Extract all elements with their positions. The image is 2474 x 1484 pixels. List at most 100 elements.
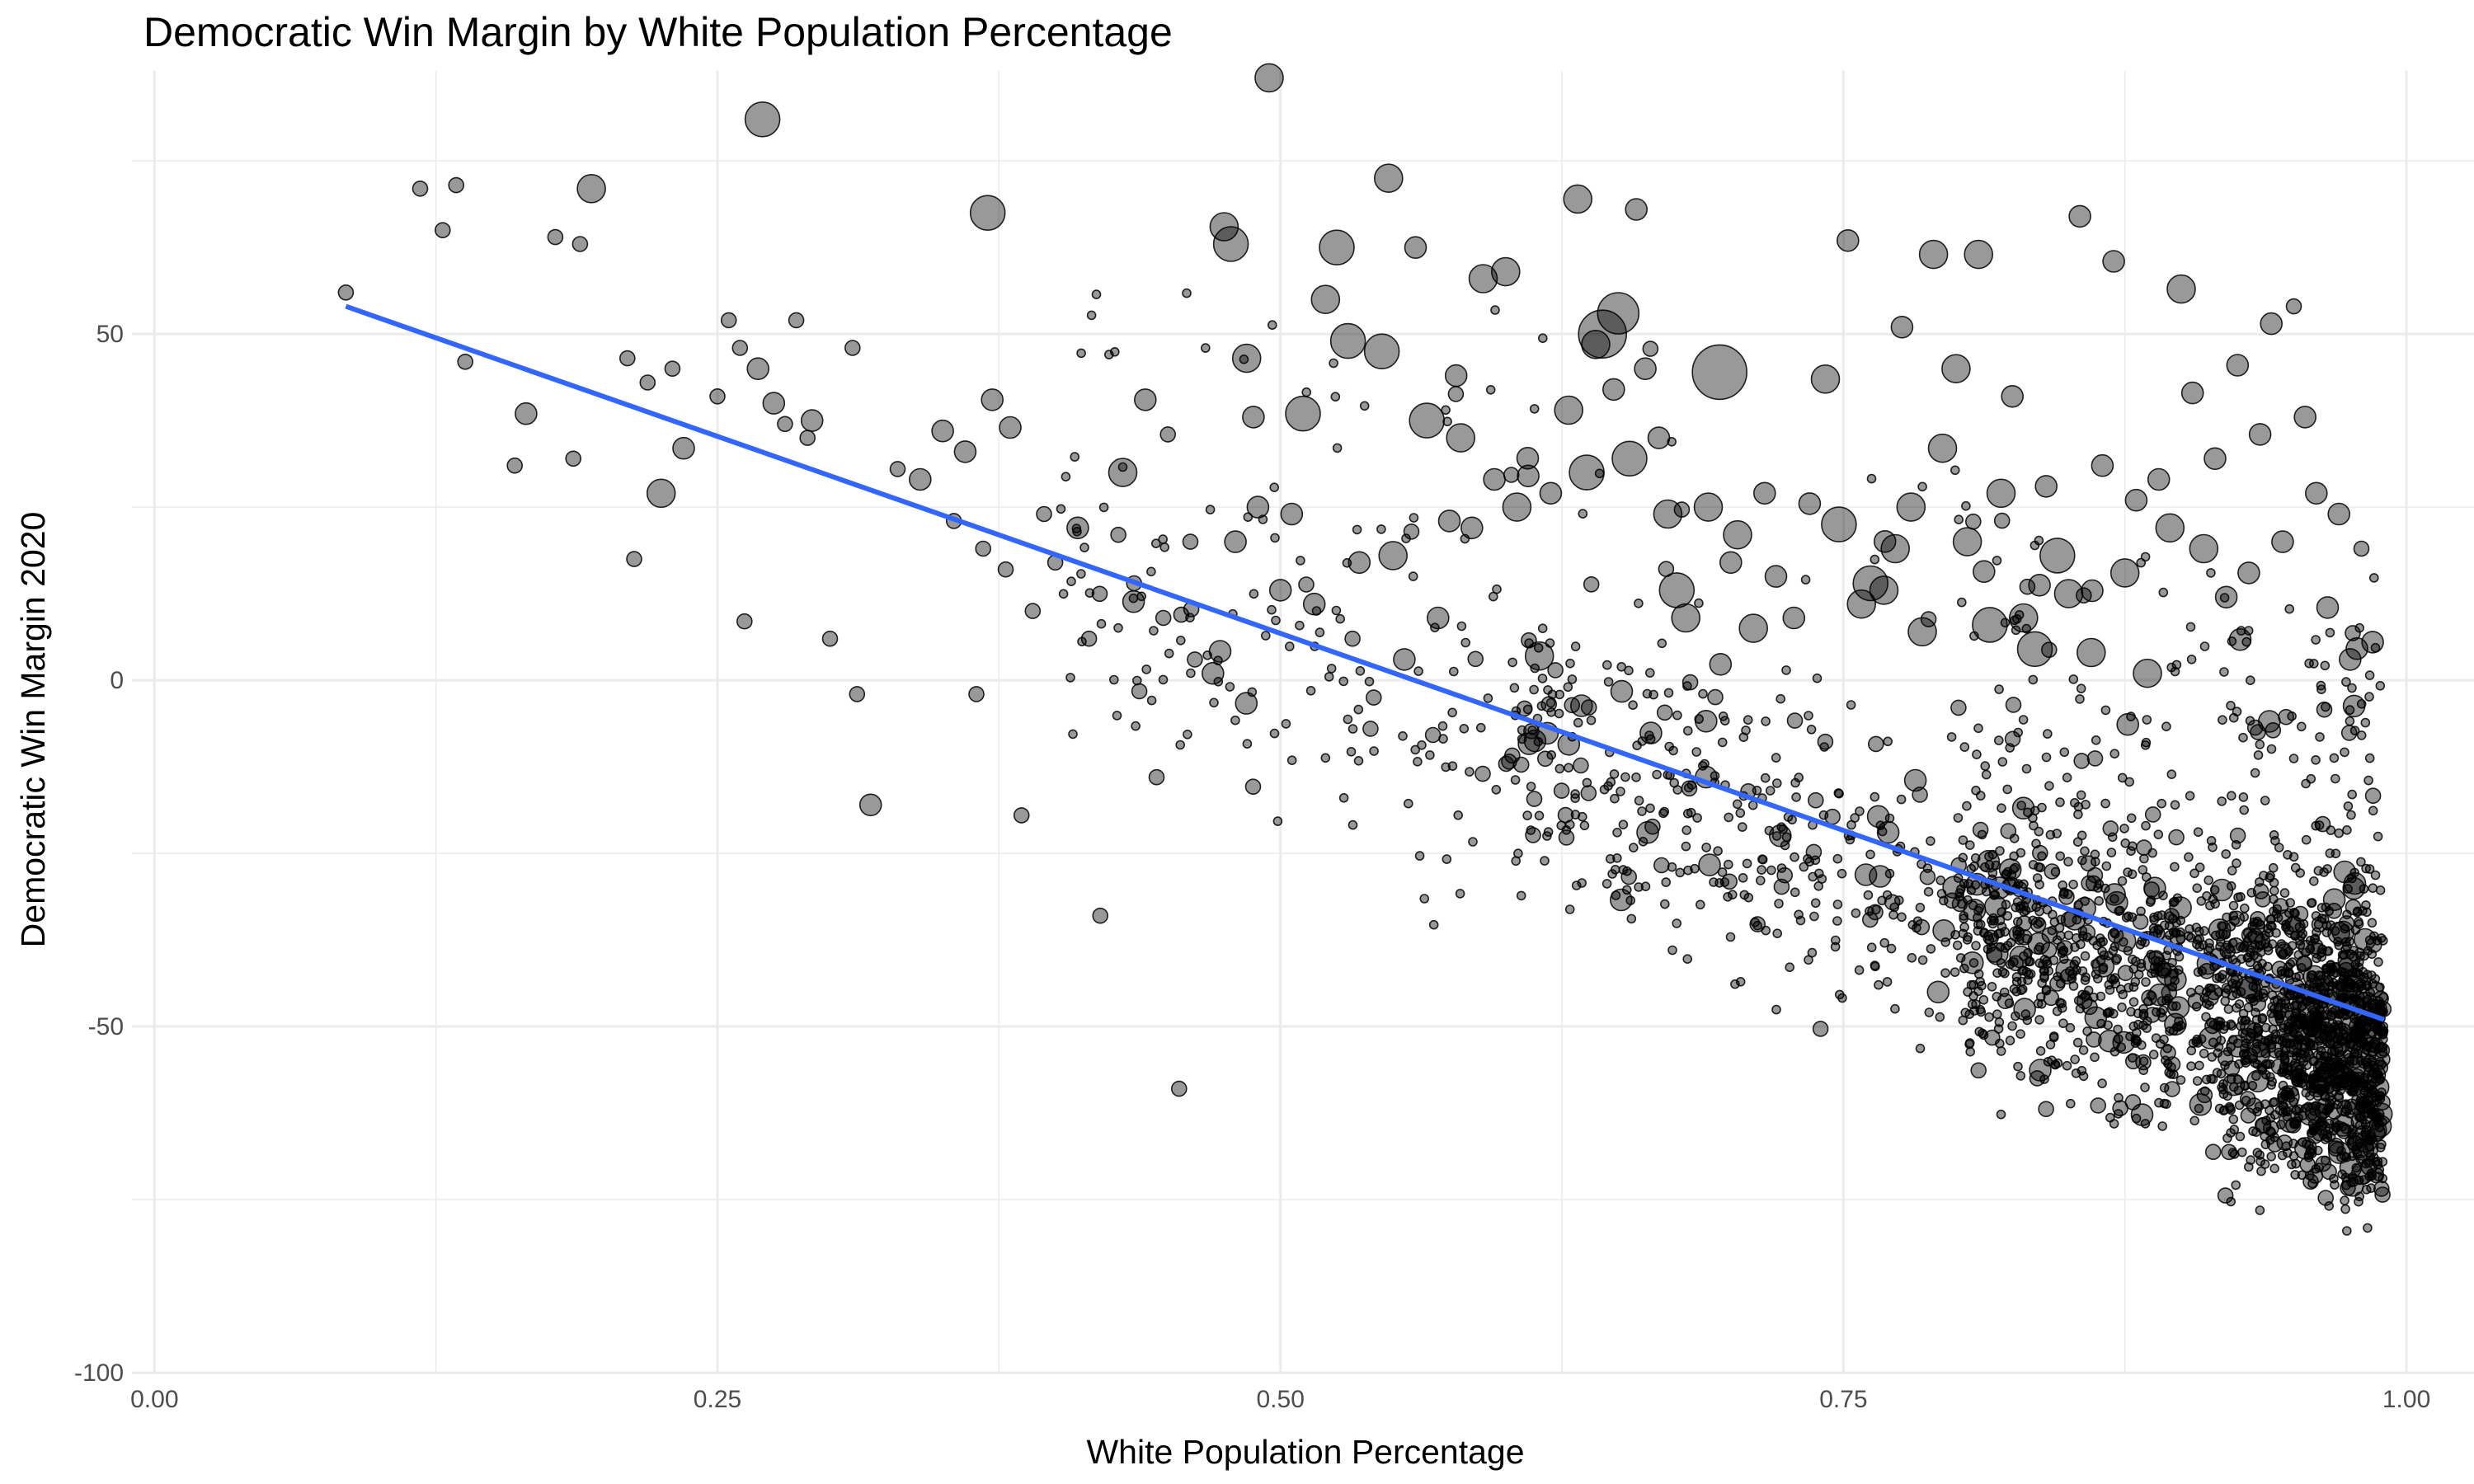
data-point [2373,831,2383,842]
data-point [1644,818,1661,835]
data-point [2375,982,2385,993]
data-point [2214,585,2238,609]
data-point [1524,641,1554,671]
data-point [1079,542,1089,552]
data-point [1683,782,1694,793]
data-point [2344,1098,2360,1115]
trend-line [345,303,2385,1022]
data-point [2254,941,2265,951]
data-point [2322,1010,2332,1020]
data-point [1058,589,1069,599]
data-point [2138,1020,2148,1031]
data-point [2057,1003,2067,1013]
data-point [2346,1101,2356,1111]
data-point [2290,862,2301,873]
data-point [2062,773,2072,783]
data-point [800,409,824,432]
data-point [2227,979,2237,989]
data-point [1634,882,1644,892]
data-point [1540,856,1550,866]
data-point [2141,977,2151,987]
data-point [1672,918,1681,928]
data-point [2267,921,2277,932]
data-point [2141,820,2151,831]
data-point [1781,832,1792,843]
data-point [1554,763,1565,774]
data-point [2320,660,2331,671]
data-point [2041,641,2058,659]
data-point [2363,775,2373,786]
data-point [2260,796,2270,805]
data-point [2276,965,2287,976]
data-point [1618,819,1629,830]
data-point [1837,868,1847,879]
data-point [1810,855,1821,866]
data-point [2323,988,2334,998]
data-point [2039,538,2076,574]
data-point [2184,931,2194,942]
data-point [2297,721,2307,732]
data-point [2334,828,2344,838]
data-point [1999,987,2010,998]
data-points [337,63,2393,1236]
data-point [1852,565,1888,602]
data-point [2076,939,2086,950]
data-point [2119,937,2128,947]
data-point [1812,1021,1829,1037]
data-point [1437,510,1461,533]
data-point [1692,813,1702,823]
data-point [2242,928,2253,938]
data-point [2194,862,2205,872]
data-point [2226,1074,2236,1084]
data-point [2316,1116,2327,1126]
data-point [2131,1113,2142,1124]
data-point [1832,853,1843,864]
data-point [2301,834,2312,845]
data-point [1239,354,1249,364]
data-point [2378,1117,2387,1127]
data-point [1874,979,1884,990]
data-point [1599,784,1610,795]
data-point [1537,674,1548,683]
data-point [1113,622,1123,633]
data-point [2246,888,2257,898]
data-point [2331,848,2341,859]
data-point [2031,838,2041,849]
data-point [2039,1074,2049,1084]
data-point [2002,941,2013,951]
data-point [2315,1083,2326,1094]
data-point [2370,642,2381,653]
data-point [2159,1098,2170,1109]
data-point [1675,867,1685,878]
data-point [1939,895,1949,906]
data-point [2030,916,2047,933]
data-point [2158,587,2169,598]
data-point [997,561,1014,578]
data-point [2077,830,2087,841]
data-point [2004,730,2021,748]
data-point [1877,826,1888,837]
data-point [1468,837,1478,847]
data-point [2316,701,2333,718]
data-point [1512,756,1530,773]
data-point [1800,575,1811,585]
data-point [2279,1107,2288,1117]
data-point [2098,962,2109,973]
data-point [1753,481,1776,505]
data-point [2109,894,2119,904]
data-point [1739,890,1750,900]
data-point [1950,967,1960,977]
data-point [1968,862,1979,871]
data-point [720,312,737,329]
data-point [2043,729,2053,739]
data-point [1346,746,1357,757]
data-point [2268,1024,2278,1035]
data-point [2307,970,2317,980]
data-point [2189,533,2219,564]
data-point [1863,890,1874,900]
data-point [1315,627,1325,637]
data-point [1728,890,1738,899]
data-point [1719,551,1743,575]
data-point [2359,1073,2370,1082]
data-point [2294,1034,2305,1044]
